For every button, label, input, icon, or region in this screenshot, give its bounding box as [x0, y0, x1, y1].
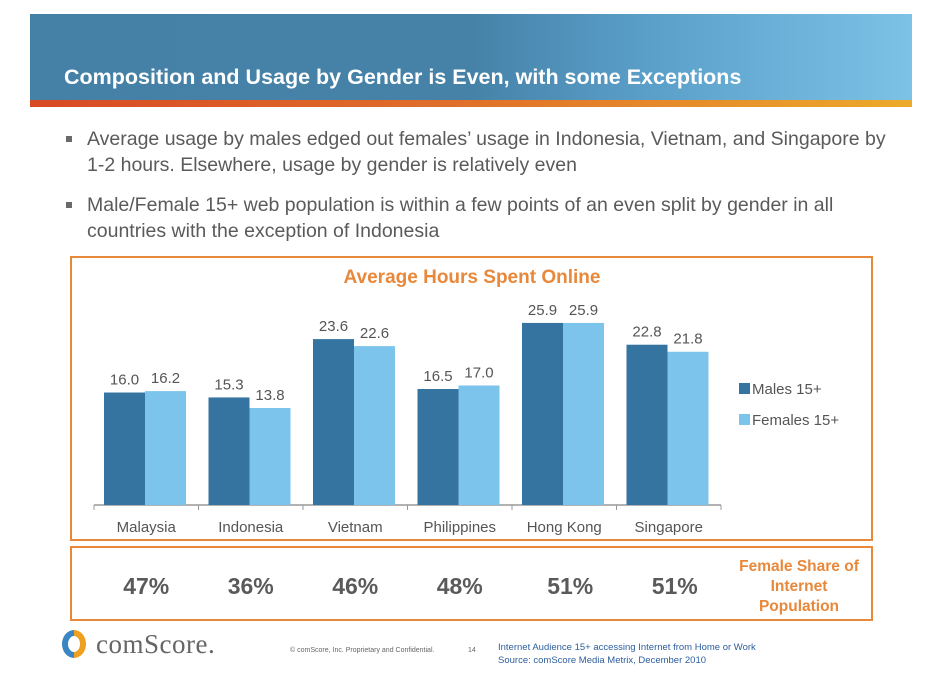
data-label: 23.6: [319, 318, 348, 335]
data-label: 25.9: [569, 302, 598, 319]
page-title: Composition and Usage by Gender is Even,…: [64, 65, 742, 89]
x-tick-label: Philippines: [423, 519, 496, 536]
x-tick-label: Singapore: [635, 519, 703, 536]
data-label: 25.9: [528, 302, 557, 319]
data-label: 22.8: [632, 324, 661, 341]
bullet-icon: [66, 136, 72, 142]
bar-male: [626, 344, 668, 505]
female-share-value: 46%: [332, 573, 379, 599]
accent-bar: [30, 100, 912, 107]
page-number: 14: [468, 647, 476, 654]
data-label: 15.3: [214, 376, 243, 393]
bar-female: [145, 391, 186, 505]
data-label: 16.2: [151, 370, 180, 387]
logo-text: comScore.: [96, 628, 216, 659]
data-label: 16.0: [110, 372, 139, 389]
bar-female: [458, 385, 500, 505]
bullet-item: Male/Female 15+ web population is within…: [64, 192, 894, 244]
comscore-logo-icon: [62, 630, 86, 658]
chart-panel: Average Hours Spent Online Malaysia 16.0 1…: [70, 256, 873, 541]
title-banner: Composition and Usage by Gender is Even,…: [30, 14, 912, 100]
bullet-text: Average usage by males edged out females…: [87, 128, 886, 176]
bar-female: [249, 407, 291, 505]
legend-swatch: [739, 383, 750, 394]
bullet-text: Male/Female 15+ web population is within…: [87, 194, 834, 242]
x-tick-label: Hong Kong: [527, 519, 602, 536]
data-label: 22.6: [360, 325, 389, 342]
bullet-item: Average usage by males edged out females…: [64, 126, 894, 178]
data-label: 17.0: [464, 364, 493, 381]
bar-male: [208, 397, 250, 505]
bar-male: [104, 392, 145, 505]
data-label: 21.8: [673, 331, 702, 348]
copyright: © comScore, Inc. Proprietary and Confide…: [290, 647, 435, 654]
bar-female: [667, 351, 709, 505]
female-share-label: Female Share of Internet Population: [739, 558, 859, 615]
x-tick-label: Vietnam: [328, 519, 383, 536]
bar-chart: Average Hours Spent Online Malaysia 16.0 1…: [93, 267, 839, 536]
female-share-panel: 47% 36% 46% 48% 51% 51% Female Share of Inter…: [70, 546, 873, 621]
bar-female: [354, 346, 395, 505]
bar-female: [563, 322, 604, 505]
audience-note: Internet Audience 15+ accessing Internet…: [498, 642, 756, 653]
x-tick-label: Malaysia: [117, 519, 177, 536]
female-share-value: 36%: [227, 573, 274, 599]
female-share-value: 48%: [436, 573, 483, 599]
data-label: 16.5: [423, 368, 452, 385]
data-label: 13.8: [255, 387, 284, 404]
comscore-logo: comScore.: [60, 628, 215, 660]
source-note: Internet Audience 15+ accessing Internet…: [498, 641, 756, 667]
female-share-value: 47%: [123, 573, 170, 599]
bar-male: [522, 322, 563, 505]
legend-swatch: [739, 414, 750, 425]
legend-label: Males 15+: [752, 381, 822, 398]
female-share-value: 51%: [651, 573, 698, 599]
chart-title: Average Hours Spent Online: [344, 267, 601, 288]
x-tick-label: Indonesia: [218, 519, 284, 536]
bullet-list: Average usage by males edged out females…: [64, 126, 894, 258]
bullet-icon: [66, 202, 72, 208]
source-text: Source: comScore Media Metrix, December …: [498, 655, 707, 666]
legend-label: Females 15+: [752, 412, 839, 429]
bar-male: [417, 389, 459, 505]
bar-male: [313, 339, 354, 505]
female-share-value: 51%: [547, 573, 594, 599]
